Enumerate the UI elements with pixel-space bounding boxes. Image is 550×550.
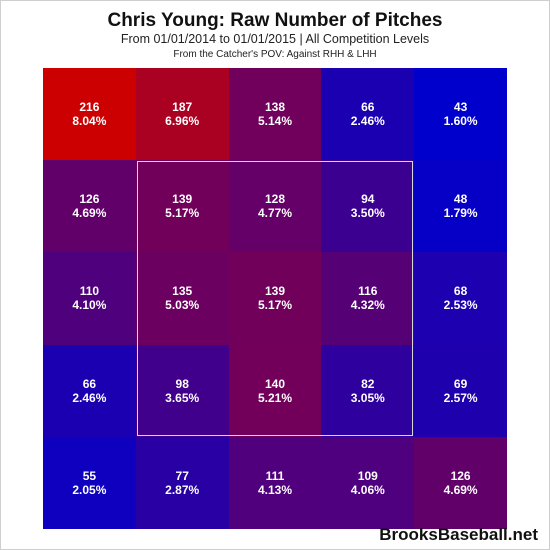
cell-count-label: 69	[453, 376, 468, 391]
cell-count-label: 77	[175, 468, 189, 483]
cell-percent-label: 4.77%	[257, 206, 292, 221]
cell-percent-label: 4.69%	[443, 482, 478, 497]
cell-percent-label: 2.46%	[72, 390, 107, 405]
cell-percent-label: 5.03%	[165, 298, 200, 313]
cell-percent-label: 2.87%	[165, 482, 200, 497]
cell-count-label: 216	[79, 100, 100, 115]
cell-percent-label: 1.79%	[443, 206, 478, 221]
cell-count-label: 66	[82, 376, 97, 391]
heatmap-grid: 216 8.04% 187 6.96% 138 5.14% 66 2.46% 43 1.60% 12…	[43, 68, 507, 529]
cell-percent-label: 3.05%	[350, 390, 385, 405]
cell-count-label: 109	[357, 468, 378, 483]
cell-count-label: 116	[358, 284, 378, 299]
chart-caption: From the Catcher's POV: Against RHH & LH…	[173, 49, 377, 60]
heatmap-cell: 140 5.21%	[228, 344, 322, 437]
cell-percent-label: 2.57%	[443, 390, 478, 405]
cell-count-label: 48	[453, 192, 468, 207]
brand-watermark: BrooksBaseball.net	[379, 525, 538, 544]
cell-count-label: 126	[450, 468, 471, 483]
heatmap-cell: 128 4.77%	[228, 160, 322, 253]
heatmap-cell: 77 2.87%	[135, 436, 229, 529]
heatmap-cell: 110 4.10%	[43, 252, 136, 345]
cell-percent-label: 4.69%	[72, 206, 107, 221]
cell-percent-label: 5.17%	[257, 298, 292, 313]
cell-percent-label: 2.53%	[443, 298, 478, 313]
cell-count-label: 128	[264, 192, 285, 207]
cell-percent-label: 1.60%	[443, 114, 478, 129]
cell-percent-label: 5.17%	[165, 206, 200, 221]
cell-count-label: 82	[361, 376, 375, 391]
cell-count-label: 111	[265, 468, 285, 483]
cell-percent-label: 4.32%	[350, 298, 385, 313]
heatmap-cell: 82 3.05%	[321, 344, 415, 437]
heatmap-cell: 139 5.17%	[135, 160, 229, 253]
heatmap-cell: 66 2.46%	[321, 68, 415, 161]
cell-percent-label: 4.06%	[350, 482, 385, 497]
cell-percent-label: 5.14%	[257, 114, 292, 129]
heatmap-cell: 48 1.79%	[414, 160, 507, 253]
cell-percent-label: 4.13%	[257, 482, 292, 497]
chart-title: Chris Young: Raw Number of Pitches	[107, 10, 443, 31]
heatmap-cell: 69 2.57%	[414, 344, 507, 437]
cell-count-label: 135	[172, 284, 193, 299]
cell-percent-label: 2.05%	[72, 482, 107, 497]
cell-percent-label: 8.04%	[72, 114, 107, 129]
chart-subtitle: From 01/01/2014 to 01/01/2015 | All Comp…	[120, 32, 430, 46]
heatmap-cell: 66 2.46%	[43, 344, 136, 437]
heatmap-cell: 187 6.96%	[135, 68, 229, 161]
heatmap-cell: 68 2.53%	[414, 252, 507, 345]
heatmap-cell: 139 5.17%	[228, 252, 322, 345]
cell-percent-label: 3.65%	[165, 390, 200, 405]
heatmap-cell: 94 3.50%	[321, 160, 415, 253]
heatmap-cell: 55 2.05%	[43, 436, 136, 529]
heatmap-cell: 216 8.04%	[43, 68, 136, 161]
cell-count-label: 43	[453, 100, 468, 115]
cell-count-label: 126	[79, 192, 100, 207]
cell-count-label: 110	[79, 284, 100, 299]
cell-count-label: 139	[264, 284, 285, 299]
cell-count-label: 68	[453, 284, 468, 299]
heatmap-cell: 126 4.69%	[43, 160, 136, 253]
cell-count-label: 66	[361, 100, 375, 115]
cell-percent-label: 4.10%	[72, 298, 107, 313]
cell-count-label: 94	[361, 192, 375, 207]
cell-percent-label: 2.46%	[350, 114, 385, 129]
heatmap-cell: 116 4.32%	[321, 252, 415, 345]
cell-percent-label: 6.96%	[165, 114, 200, 129]
heatmap-cell: 43 1.60%	[414, 68, 507, 161]
cell-count-label: 139	[172, 192, 193, 207]
heatmap-cell: 111 4.13%	[228, 436, 322, 529]
cell-count-label: 55	[82, 468, 97, 483]
cell-count-label: 140	[264, 376, 285, 391]
cell-count-label: 138	[264, 100, 285, 115]
heatmap-cell: 135 5.03%	[135, 252, 229, 345]
cell-count-label: 98	[175, 376, 189, 391]
heatmap-cell: 109 4.06%	[321, 436, 415, 529]
cell-count-label: 187	[172, 100, 193, 115]
cell-percent-label: 3.50%	[350, 206, 385, 221]
heatmap-cell: 126 4.69%	[414, 436, 507, 529]
heatmap-cell: 138 5.14%	[228, 68, 322, 161]
cell-percent-label: 5.21%	[257, 390, 292, 405]
heatmap-cell: 98 3.65%	[135, 344, 229, 437]
